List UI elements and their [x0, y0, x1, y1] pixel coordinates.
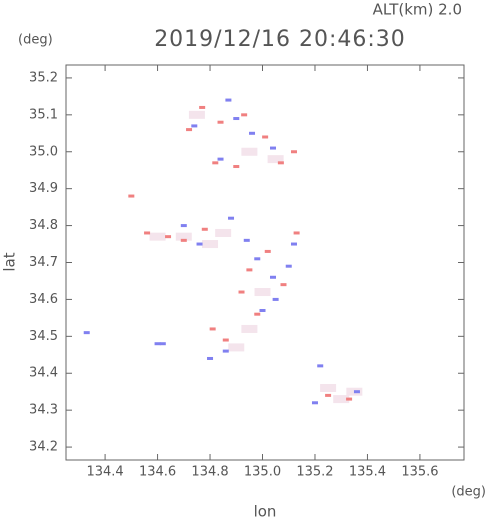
radar-echo [154, 342, 161, 346]
radar-echo [228, 343, 245, 352]
radar-echo [144, 231, 151, 235]
radar-echo [241, 324, 258, 333]
radar-echo [277, 161, 284, 165]
radar-echo [267, 155, 284, 164]
y-unit: (deg) [18, 33, 53, 48]
x-axis-label: lon [254, 503, 277, 521]
radar-echo [238, 290, 245, 294]
radar-echo [333, 395, 350, 404]
x-tick-label: 134.6 [139, 465, 176, 480]
radar-echo [254, 312, 261, 316]
y-tick-label: 35.1 [29, 107, 58, 122]
y-tick-label: 34.9 [29, 181, 58, 196]
radar-echo [159, 342, 166, 346]
radar-echo [83, 331, 90, 335]
radar-echo [246, 268, 253, 272]
radar-echo [207, 356, 214, 360]
y-tick-label: 34.5 [29, 329, 58, 344]
x-tick-label: 135.4 [349, 465, 386, 480]
radar-echo [217, 157, 224, 161]
radar-echo [233, 117, 240, 121]
radar-echo [175, 232, 192, 241]
radar-echo [180, 238, 187, 242]
radar-echo [311, 401, 318, 405]
radar-echo [202, 240, 219, 249]
radar-echo [254, 257, 261, 261]
y-tick-label: 35.0 [29, 144, 58, 159]
radar-echo [128, 194, 135, 198]
radar-echo [199, 105, 206, 109]
radar-echo [241, 147, 258, 156]
radar-echo [180, 224, 187, 228]
radar-echo [149, 232, 166, 241]
radar-echo [196, 242, 203, 246]
x-unit: (deg) [451, 485, 486, 500]
radar-echo [317, 364, 324, 368]
radar-echo [233, 165, 240, 169]
radar-echo [222, 349, 229, 353]
radar-echo [241, 113, 248, 117]
radar-echo [353, 390, 360, 394]
radar-echo [222, 338, 229, 342]
radar-echo [270, 275, 277, 279]
radar-echo [320, 384, 337, 393]
y-axis-label: lat [1, 252, 19, 271]
y-tick-label: 34.3 [29, 403, 58, 418]
altitude-label: ALT(km) 2.0 [373, 1, 462, 19]
radar-echo [209, 327, 216, 331]
radar-echo [259, 308, 266, 312]
radar-echo [264, 249, 271, 253]
radar-echo [215, 228, 232, 237]
radar-echo [293, 231, 300, 235]
y-tick-label: 34.8 [29, 218, 58, 233]
radar-echo [243, 238, 250, 242]
plot-frame [65, 64, 465, 461]
x-tick-label: 135.0 [244, 465, 281, 480]
y-tick-label: 34.6 [29, 292, 58, 307]
radar-echo [188, 110, 205, 119]
y-tick-label: 34.4 [29, 366, 58, 381]
radar-echo [228, 216, 235, 220]
radar-echo [191, 124, 198, 128]
radar-echo [249, 131, 256, 135]
radar-echo [270, 146, 277, 150]
radar-echo [217, 120, 224, 124]
y-tick-label: 34.7 [29, 255, 58, 270]
radar-echo [201, 227, 208, 231]
radar-echo [212, 161, 219, 165]
x-tick-label: 135.6 [401, 465, 438, 480]
radar-echo [272, 297, 279, 301]
chart-title: 2019/12/16 20:46:30 [154, 27, 406, 52]
radar-echo [285, 264, 292, 268]
radar-echo [186, 128, 193, 132]
radar-echo [325, 393, 332, 397]
radar-echo [262, 135, 269, 139]
y-tick-label: 35.2 [29, 70, 58, 85]
radar-echo [290, 242, 297, 246]
y-tick-label: 34.2 [29, 440, 58, 455]
radar-echo [225, 98, 232, 102]
radar-echo [290, 150, 297, 154]
radar-echo [254, 288, 271, 297]
radar-echo [346, 397, 353, 401]
x-tick-label: 135.2 [296, 465, 333, 480]
x-tick-label: 134.8 [191, 465, 228, 480]
x-tick-label: 134.4 [86, 465, 123, 480]
radar-echo [280, 283, 287, 287]
radar-echo [165, 235, 172, 239]
